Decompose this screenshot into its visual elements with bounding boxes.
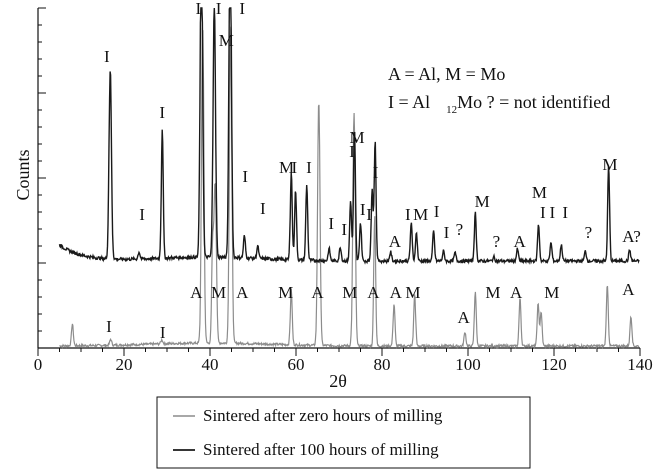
peak-label: ? xyxy=(633,227,641,246)
legend-label-100-hours: Sintered after 100 hours of milling xyxy=(203,440,439,459)
key-line-2-subscript: 12 xyxy=(446,104,457,116)
peak-label: M xyxy=(279,158,294,177)
peak-label: A xyxy=(367,283,380,302)
peak-label: I xyxy=(239,0,245,18)
key-line-2-rest: Mo ? = not identified xyxy=(457,92,610,112)
peak-label: I xyxy=(139,205,145,224)
peak-label: I xyxy=(306,158,312,177)
peak-label: M xyxy=(485,283,500,302)
series-line-zero-hours xyxy=(59,26,640,350)
x-axis-title: 2θ xyxy=(329,371,347,391)
peak-label: I xyxy=(360,200,366,219)
peak-label: I xyxy=(549,203,555,222)
peak-label: I xyxy=(341,220,347,239)
peak-label: M xyxy=(219,31,234,50)
x-tick-label: 40 xyxy=(202,355,219,374)
peak-label: I xyxy=(405,205,411,224)
y-axis-ticks xyxy=(38,7,46,349)
y-axis-title: Counts xyxy=(13,149,33,200)
legend-label-zero-hours: Sintered after zero hours of milling xyxy=(203,406,443,425)
peak-label: I xyxy=(160,323,166,342)
peak-label: M xyxy=(405,283,420,302)
peak-label: I xyxy=(366,205,372,224)
x-axis-tick-labels: 0 20 40 60 80 100 120 140 xyxy=(34,355,653,374)
peak-label: I xyxy=(216,0,222,18)
peak-label: I xyxy=(444,223,450,242)
peak-label: M xyxy=(475,192,490,211)
peak-label: M xyxy=(413,205,428,224)
peak-label: ? xyxy=(585,223,593,242)
peak-label: A xyxy=(236,283,249,302)
peak-label: M xyxy=(278,283,293,302)
peak-label: M xyxy=(349,128,364,147)
legend: Sintered after zero hours of milling Sin… xyxy=(156,396,531,469)
peak-label: ? xyxy=(456,220,464,239)
peak-label: I xyxy=(260,199,266,218)
peak-label: I xyxy=(106,317,112,336)
x-tick-label: 80 xyxy=(374,355,391,374)
peak-label: I xyxy=(159,103,165,122)
series-lines xyxy=(58,7,640,350)
x-axis-ticks xyxy=(37,348,641,356)
key-line-1: A = Al, M = Mo xyxy=(388,64,505,84)
peak-label: A xyxy=(510,283,523,302)
peak-label: I xyxy=(434,202,440,221)
key-line-2-main: I = Al xyxy=(388,92,430,112)
peak-label: I xyxy=(196,0,202,18)
peak-label: M xyxy=(342,283,357,302)
peak-label: I xyxy=(540,203,546,222)
peak-label: ? xyxy=(493,232,501,251)
x-tick-label: 60 xyxy=(288,355,305,374)
peak-label: I xyxy=(349,142,355,161)
key-line-2: I = Al 12Mo ? = not identified xyxy=(388,92,610,116)
peak-label: A xyxy=(622,280,635,299)
x-tick-label: 0 xyxy=(34,355,43,374)
peak-label: M xyxy=(544,283,559,302)
peak-label: A xyxy=(389,232,402,251)
peak-label: A xyxy=(190,283,203,302)
peak-label: A xyxy=(390,283,403,302)
series-line-100-hours xyxy=(58,7,640,265)
peak-label: I xyxy=(562,203,568,222)
peak-label: A xyxy=(458,308,471,327)
x-tick-label: 100 xyxy=(455,355,481,374)
peak-label: I xyxy=(242,167,248,186)
x-tick-label: 140 xyxy=(627,355,653,374)
peak-label: A xyxy=(513,232,526,251)
peak-label: M xyxy=(532,183,547,202)
peak-label: M xyxy=(602,155,617,174)
peak-label: I xyxy=(328,214,334,233)
legend-box xyxy=(156,396,531,469)
x-tick-label: 20 xyxy=(116,355,133,374)
peak-label: A xyxy=(311,283,324,302)
peak-label: I xyxy=(104,47,110,66)
peak-label: A xyxy=(622,227,635,246)
symbol-key: A = Al, M = Mo I = Al 12Mo ? = not identi… xyxy=(388,64,610,116)
peak-label: M xyxy=(211,283,226,302)
peak-label: I xyxy=(373,163,379,182)
x-tick-label: 120 xyxy=(541,355,567,374)
peak-label: I xyxy=(291,158,297,177)
